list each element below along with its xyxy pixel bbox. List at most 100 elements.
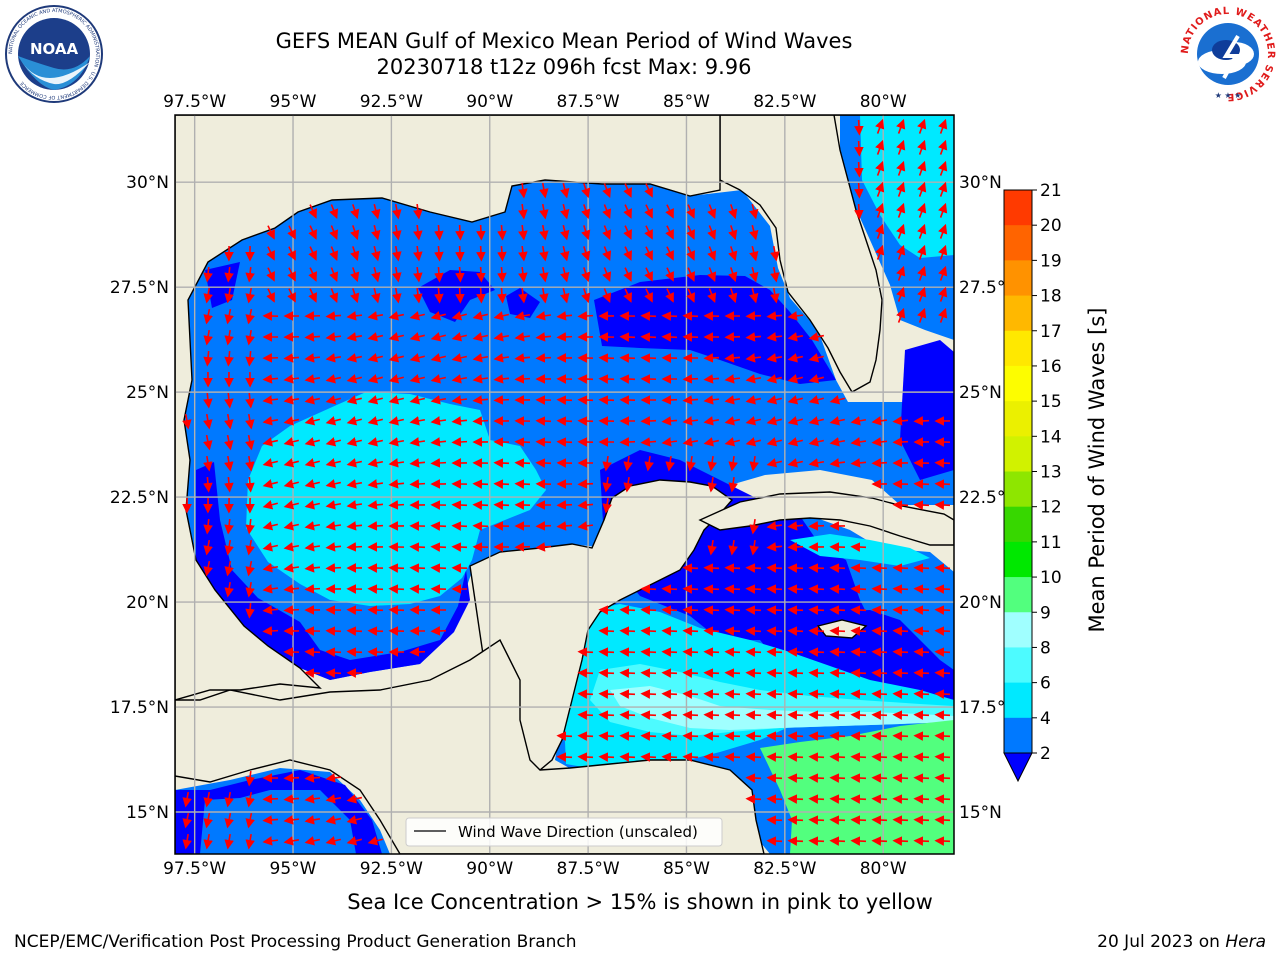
colorbar-tick-label: 13 bbox=[1040, 463, 1062, 483]
wind-arrow bbox=[367, 353, 383, 363]
wind-arrow bbox=[577, 521, 594, 531]
wind-arrow bbox=[409, 458, 426, 468]
lat-tick-label-right: 20°N bbox=[959, 593, 1002, 613]
wind-arrow bbox=[892, 710, 909, 720]
wind-arrow bbox=[640, 584, 657, 594]
wind-arrow bbox=[745, 689, 762, 699]
wind-arrow bbox=[560, 288, 570, 304]
wind-arrow bbox=[850, 542, 867, 552]
colorbar-block bbox=[1004, 541, 1032, 578]
wind-arrow bbox=[619, 437, 636, 447]
wind-arrow bbox=[787, 668, 804, 678]
wind-arrow bbox=[787, 458, 804, 468]
wind-arrow bbox=[896, 181, 906, 197]
wind-arrow bbox=[745, 731, 762, 741]
colorbar-block bbox=[1004, 682, 1032, 719]
wind-arrow bbox=[367, 374, 383, 384]
lat-tick-label-left: 30°N bbox=[126, 173, 169, 193]
wind-arrow bbox=[497, 266, 507, 283]
wind-arrow bbox=[224, 791, 234, 808]
wind-arrow bbox=[350, 246, 360, 262]
lat-tick-label-left: 22.5°N bbox=[110, 488, 169, 508]
wind-arrow bbox=[283, 836, 300, 846]
wind-arrow bbox=[493, 500, 510, 510]
wind-arrow bbox=[619, 605, 636, 615]
wind-arrow bbox=[850, 668, 867, 678]
wind-arrow bbox=[808, 752, 825, 762]
wind-arrow bbox=[787, 437, 803, 447]
wind-arrow bbox=[749, 539, 759, 556]
wind-arrow bbox=[346, 647, 363, 657]
wind-arrow bbox=[602, 476, 612, 493]
wind-arrow bbox=[619, 689, 636, 699]
wind-arrow bbox=[875, 181, 885, 197]
wind-arrow bbox=[413, 203, 423, 220]
wind-arrow bbox=[913, 815, 930, 825]
wind-arrow bbox=[560, 246, 570, 262]
wind-arrow bbox=[581, 267, 591, 283]
wind-arrow bbox=[245, 329, 255, 346]
wind-arrow bbox=[409, 353, 425, 363]
wind-arrow bbox=[325, 479, 342, 489]
wind-arrow bbox=[619, 353, 636, 363]
map-legend: Wind Wave Direction (unscaled) bbox=[405, 817, 723, 847]
wind-arrow bbox=[283, 479, 299, 489]
wind-arrow bbox=[787, 794, 804, 804]
wind-arrow bbox=[451, 395, 468, 405]
wind-arrow bbox=[224, 308, 234, 325]
wind-arrow bbox=[535, 416, 552, 426]
wind-arrow bbox=[808, 416, 824, 426]
wind-arrow bbox=[598, 668, 615, 678]
wind-arrow bbox=[367, 437, 384, 447]
colorbar-block bbox=[1004, 471, 1032, 508]
wind-arrow bbox=[871, 563, 888, 573]
wind-arrow bbox=[539, 245, 549, 262]
wind-arrow bbox=[325, 500, 342, 510]
wind-arrow bbox=[850, 458, 867, 468]
wind-arrow bbox=[346, 794, 363, 804]
wind-arrow bbox=[728, 246, 738, 262]
wind-arrow bbox=[619, 668, 636, 678]
wind-arrow bbox=[787, 395, 803, 405]
wind-arrow bbox=[875, 202, 885, 218]
wind-arrow bbox=[325, 668, 342, 678]
wind-arrow bbox=[493, 311, 510, 321]
wind-arrow bbox=[350, 267, 360, 283]
wind-arrow bbox=[934, 500, 951, 510]
wind-arrow bbox=[703, 353, 720, 363]
wind-arrow bbox=[560, 183, 570, 199]
wind-arrow bbox=[913, 563, 930, 573]
wind-arrow bbox=[682, 731, 699, 741]
wind-arrow bbox=[602, 497, 612, 514]
wind-arrow bbox=[829, 605, 846, 615]
colorbar-ticks: 2 4 6 8 9 10 11 12 13 14 15 16 17 18 19 20 21 bbox=[1032, 181, 1062, 764]
wind-arrow bbox=[430, 374, 447, 384]
wind-arrow bbox=[787, 815, 804, 825]
wind-arrow bbox=[682, 437, 699, 447]
wind-arrow bbox=[808, 815, 825, 825]
colorbar-block bbox=[1004, 436, 1032, 472]
wind-arrow bbox=[367, 479, 384, 489]
wind-arrow bbox=[203, 455, 213, 472]
wind-arrow bbox=[829, 836, 846, 846]
wind-arrow bbox=[577, 374, 594, 384]
wind-arrow bbox=[224, 287, 234, 304]
wind-arrow bbox=[749, 288, 759, 304]
wind-arrow bbox=[245, 350, 255, 367]
wind-arrow bbox=[560, 267, 570, 283]
wind-arrow bbox=[367, 395, 383, 405]
wind-arrow bbox=[245, 581, 255, 598]
wind-arrow bbox=[896, 223, 906, 239]
wind-arrow bbox=[619, 731, 636, 741]
wind-arrow bbox=[262, 626, 279, 636]
wind-arrow bbox=[262, 605, 279, 615]
wind-arrow bbox=[917, 286, 927, 302]
lat-tick-label-right: 27.5°N bbox=[959, 278, 1018, 298]
wind-arrow bbox=[661, 311, 678, 321]
wind-arrow bbox=[346, 836, 362, 846]
wind-arrow bbox=[896, 307, 906, 323]
wind-arrow bbox=[934, 584, 951, 594]
lon-tick-label-bottom: 87.5°W bbox=[557, 859, 620, 879]
lon-tick-label-bottom: 97.5°W bbox=[163, 859, 226, 879]
wind-arrow bbox=[224, 812, 234, 829]
